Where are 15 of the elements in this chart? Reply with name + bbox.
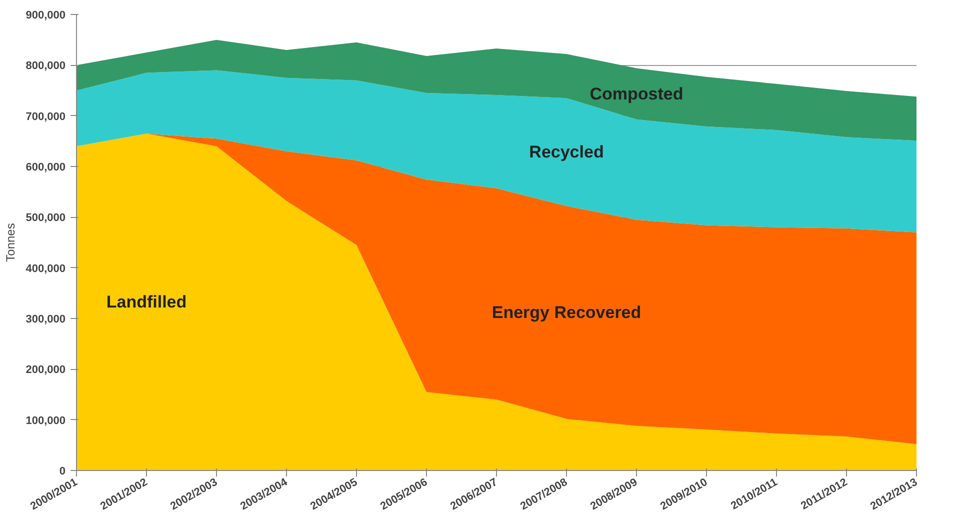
y-tick-label: 900,000	[26, 10, 66, 22]
y-tick-label: 500,000	[26, 212, 66, 224]
y-tick-label: 200,000	[26, 364, 66, 376]
series-label: Landfilled	[106, 292, 187, 312]
y-tick-label: 400,000	[26, 262, 66, 275]
y-tick-label: 800,000	[26, 60, 66, 72]
y-tick-label: 0	[59, 466, 66, 478]
y-tick-label: 700,000	[26, 110, 66, 123]
series-label: Recycled	[529, 142, 604, 162]
y-tick-label: 300,000	[26, 314, 66, 326]
y-axis-title: Tonnes	[4, 223, 18, 262]
series-label: Composted	[590, 84, 684, 104]
y-tick-label: 600,000	[26, 162, 66, 174]
y-tick-label: 100,000	[26, 414, 66, 427]
series-label: Energy Recovered	[492, 302, 642, 322]
